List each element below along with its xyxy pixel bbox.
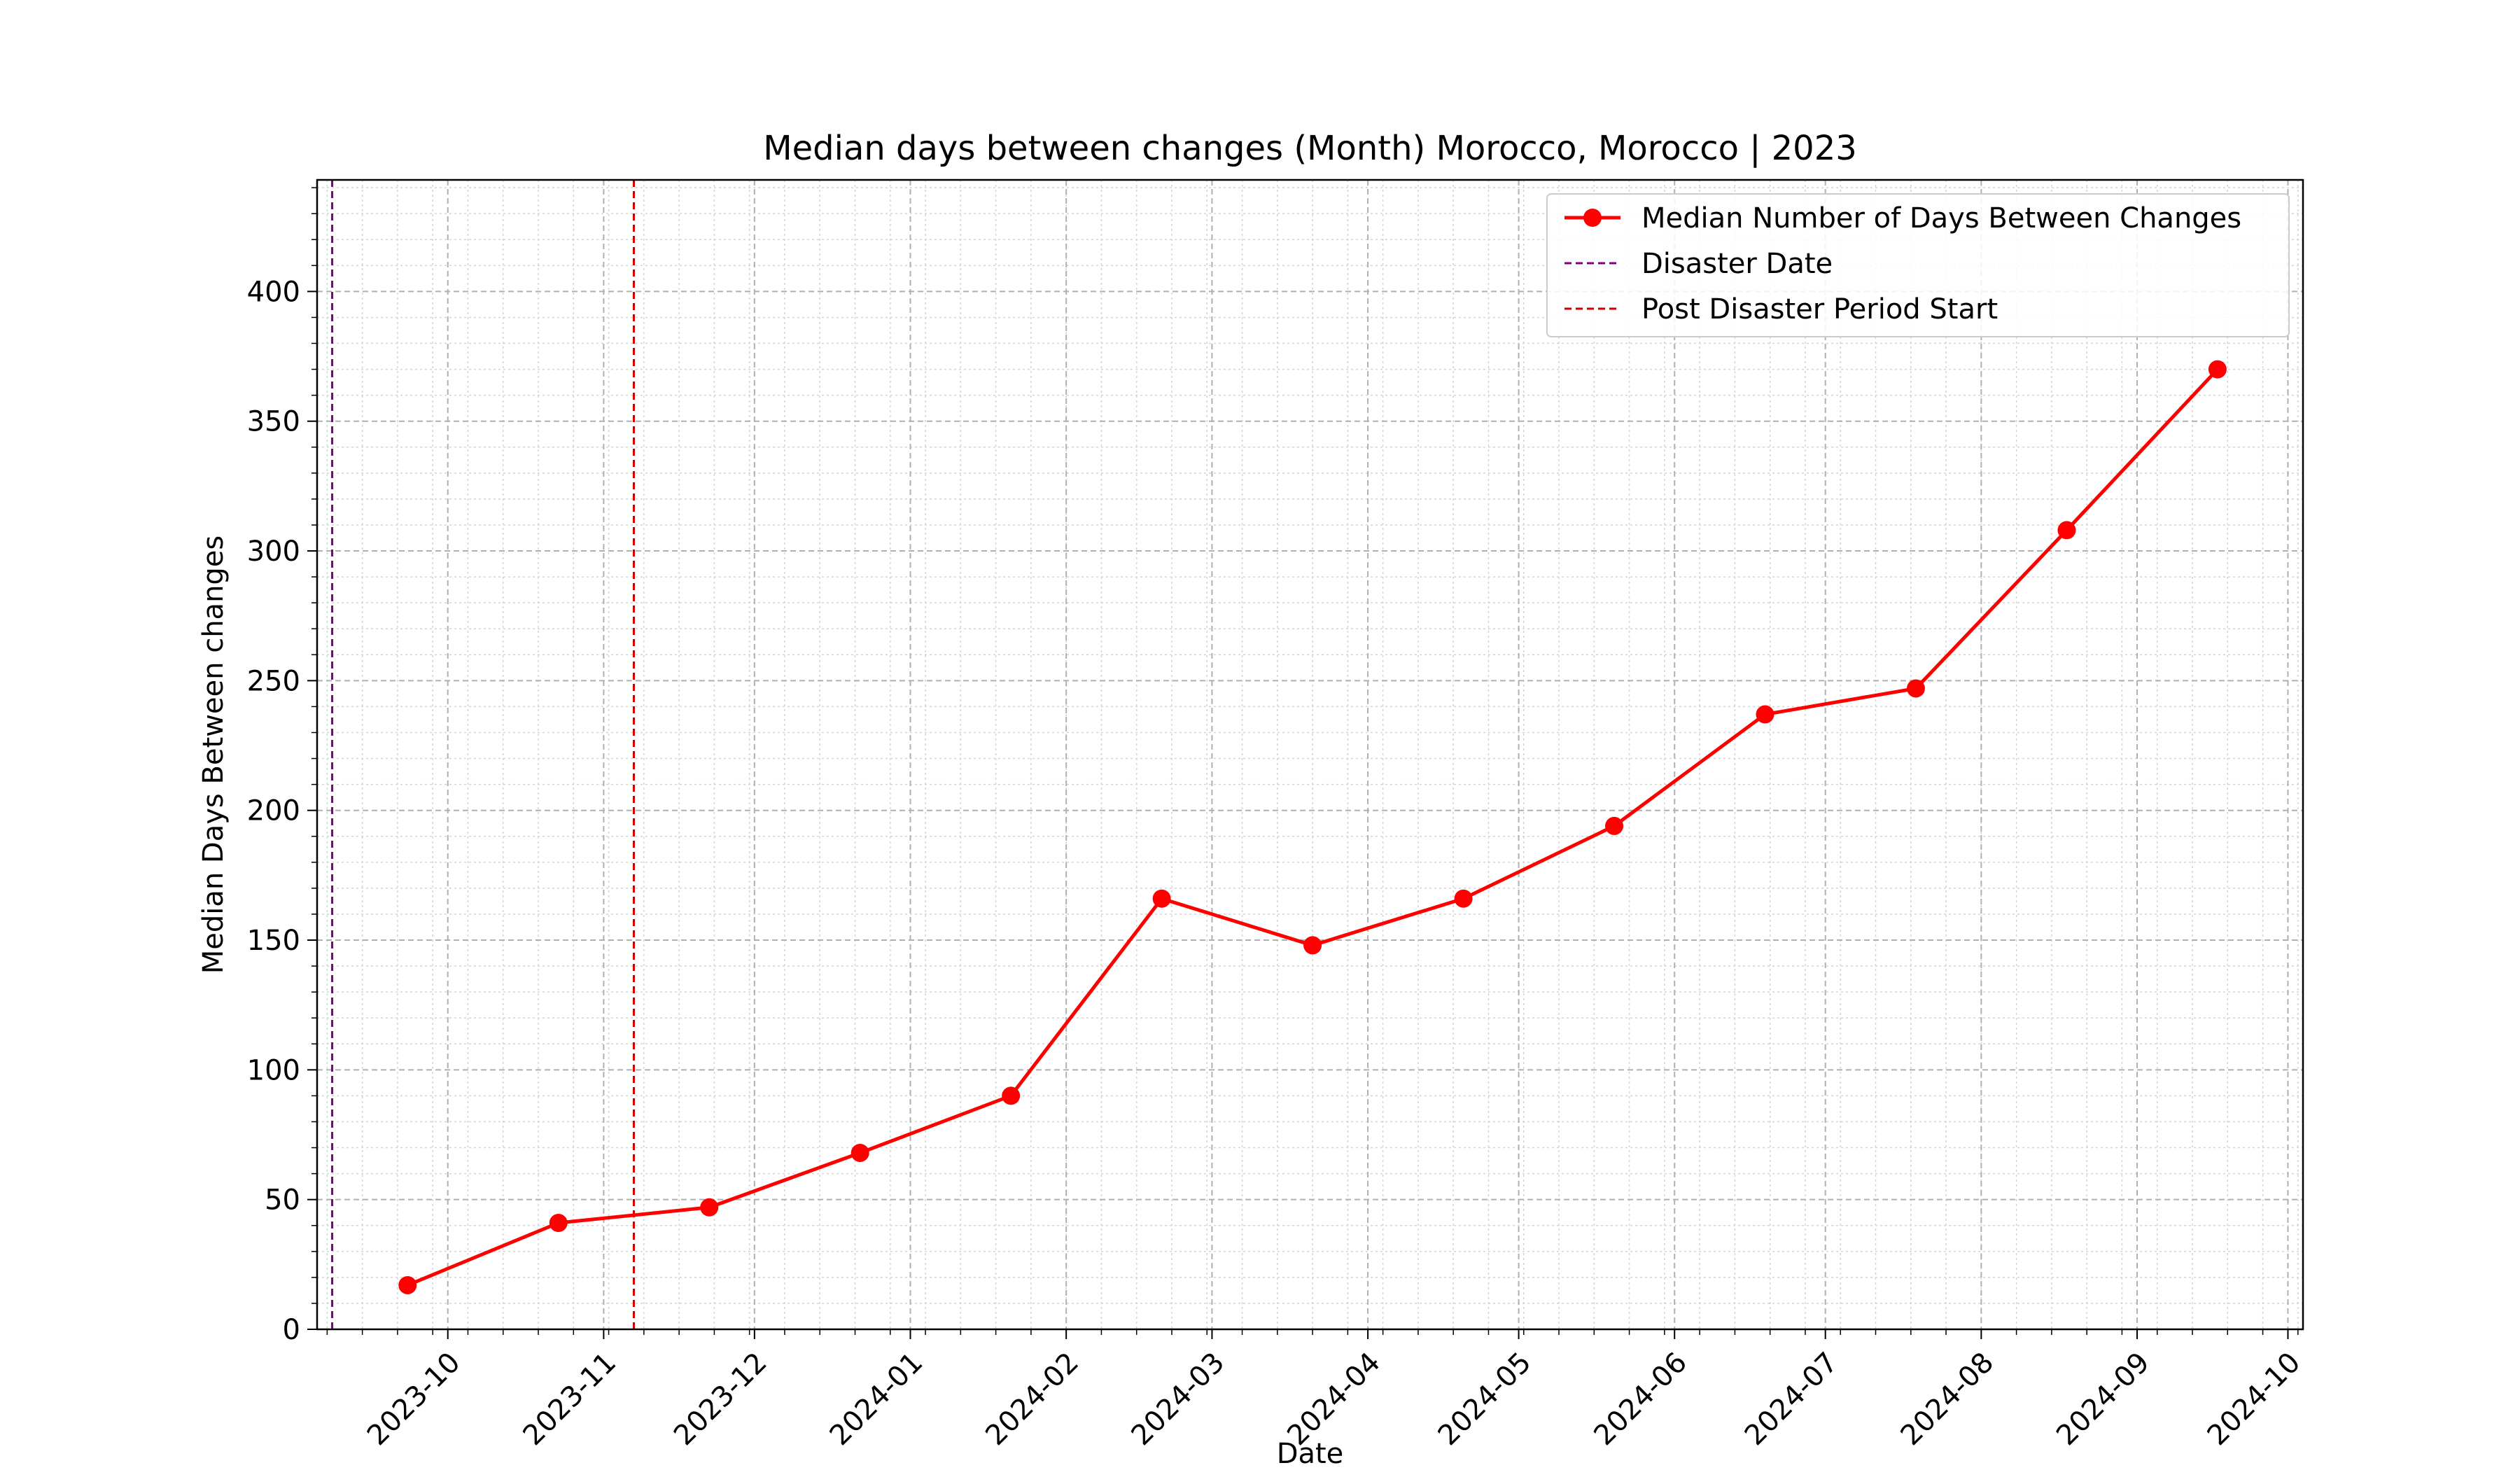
y-tick-label: 100 — [247, 1054, 300, 1086]
data-point — [1002, 1086, 1021, 1105]
legend-label: Post Disaster Period Start — [1642, 293, 1998, 326]
y-tick-label: 300 — [247, 536, 300, 568]
y-tick-label: 150 — [247, 925, 300, 957]
y-tick-label: 50 — [265, 1184, 300, 1217]
data-point — [549, 1214, 568, 1233]
data-point — [850, 1143, 869, 1162]
data-point — [1152, 889, 1171, 908]
minor-grid — [317, 180, 2303, 1329]
axis-ticks — [307, 187, 2299, 1339]
y-tick-label: 400 — [247, 276, 300, 308]
y-tick-label: 200 — [247, 795, 300, 827]
data-point — [1605, 816, 1624, 835]
legend-label: Median Number of Days Between Changes — [1642, 202, 2241, 234]
legend-box — [1546, 193, 2290, 337]
y-axis-title: Median Days Between changes — [197, 536, 230, 974]
plot-frame — [316, 178, 2304, 1331]
x-axis-title: Date — [1277, 1438, 1344, 1470]
legend: Median Number of Days Between Changes Dis… — [1546, 193, 2290, 337]
y-tick-label: 0 — [283, 1314, 300, 1346]
data-point — [398, 1275, 417, 1294]
data-point — [1303, 936, 1322, 955]
data-point — [2057, 521, 2076, 540]
data-point — [2208, 360, 2227, 379]
legend-series-marker — [1583, 209, 1602, 227]
data-point — [1454, 889, 1473, 908]
chart-title: Median days between changes (Month) Moro… — [763, 129, 1857, 168]
y-tick-label: 350 — [247, 406, 300, 438]
reference-lines — [331, 180, 635, 1329]
data-point — [700, 1198, 719, 1217]
data-point — [1906, 679, 1925, 698]
legend-label: Disaster Date — [1642, 248, 1833, 280]
series-layer — [398, 360, 2227, 1294]
y-tick-label: 250 — [247, 665, 300, 697]
data-point — [1756, 705, 1774, 724]
